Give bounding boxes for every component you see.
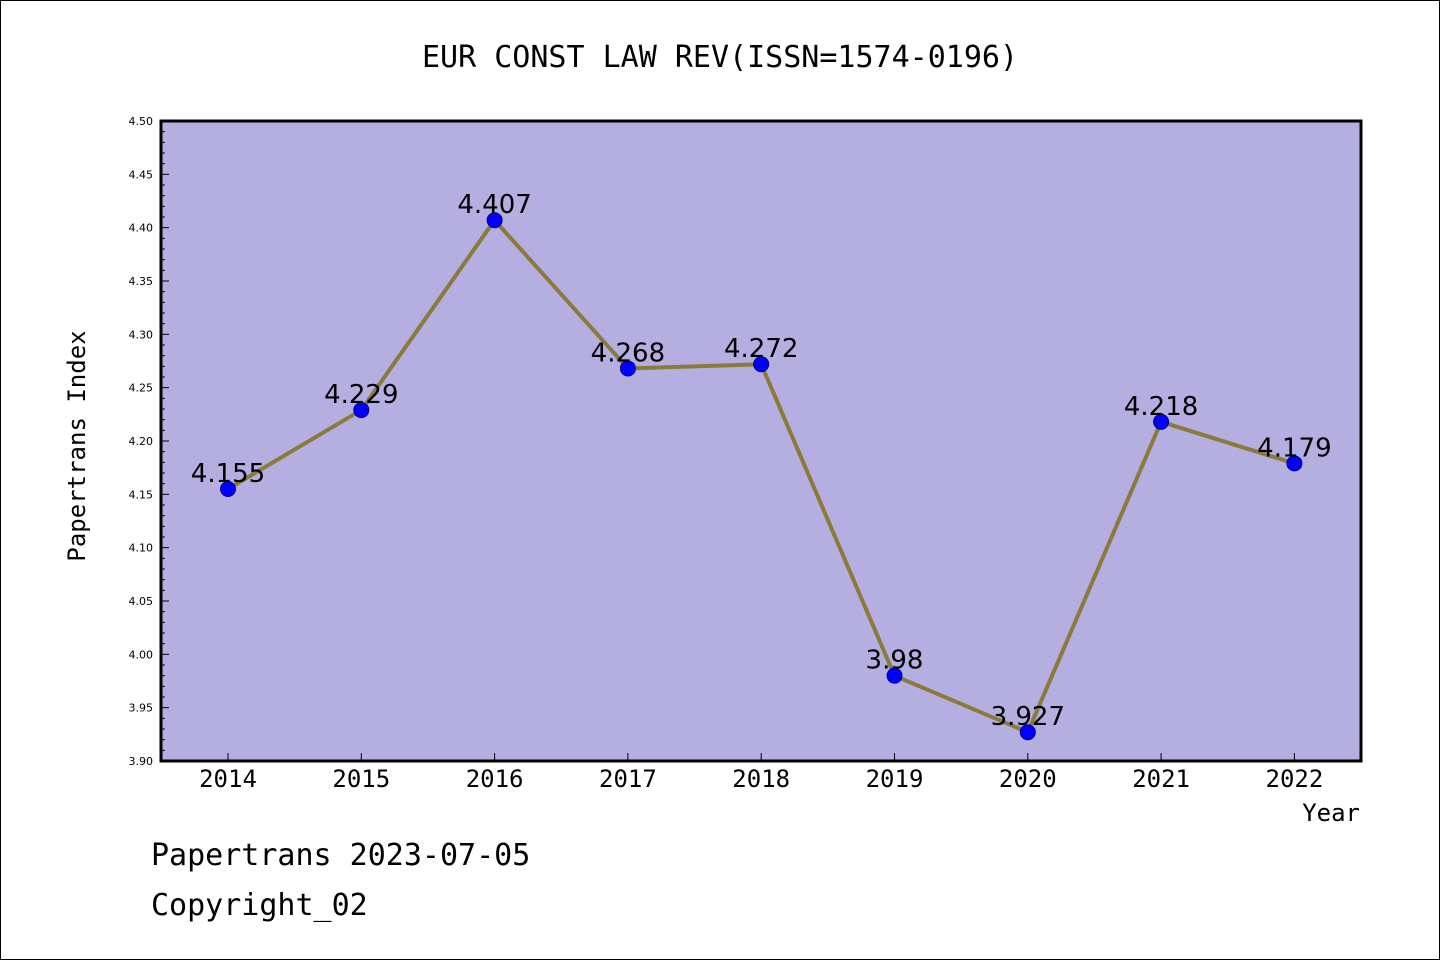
data-point: [353, 402, 370, 419]
data-label: 4.218: [1124, 392, 1198, 422]
y-axis-title: Papertrans Index: [63, 330, 91, 561]
y-tick-label: 4.20: [129, 435, 154, 448]
y-tick-label: 4.05: [129, 595, 154, 608]
data-point: [886, 667, 903, 684]
y-tick-label: 4.50: [129, 115, 154, 128]
data-point: [486, 212, 503, 229]
y-tick-label: 3.95: [129, 702, 154, 715]
data-point: [753, 356, 770, 373]
y-tick-label: 3.90: [129, 755, 154, 768]
x-axis-title: Year: [1302, 799, 1360, 827]
data-label: 4.229: [324, 380, 398, 410]
x-tick-label: 2020: [999, 765, 1057, 793]
data-point: [1153, 413, 1170, 430]
x-tick-label: 2021: [1132, 765, 1190, 793]
y-tick-label: 4.45: [129, 168, 154, 181]
data-label: 4.407: [457, 190, 531, 220]
data-point: [619, 360, 636, 377]
data-label: 4.155: [191, 459, 265, 489]
y-axis: 3.90 3.95 4.00 4.05 4.10 4.15 4.20 4.25 4.30 4.35…: [129, 115, 169, 768]
x-tick-label: 2019: [866, 765, 924, 793]
y-tick-label: 4.30: [129, 328, 154, 341]
data-label: 4.179: [1257, 433, 1331, 463]
x-tick-label: 2015: [332, 765, 390, 793]
data-point: [220, 481, 236, 497]
data-point: [1286, 455, 1303, 472]
y-tick-label: 4.35: [129, 275, 154, 288]
x-axis: 2014 2015 2016 2017 2018 2019 2020 2021 2022: [199, 753, 1323, 793]
data-label: 4.268: [591, 338, 665, 368]
y-tick-label: 4.10: [129, 542, 154, 555]
data-point: [1019, 724, 1036, 741]
footer-date: Papertrans 2023-07-05: [151, 838, 530, 873]
series-group: [220, 212, 1303, 741]
x-tick-label: 2017: [599, 765, 657, 793]
y-tick-label: 4.25: [129, 382, 154, 395]
plot-area: [159, 119, 1363, 763]
data-labels: 4.155 4.229 4.407 4.268 4.272 3.98 3.927 4.218 4…: [191, 190, 1332, 732]
data-label: 4.272: [724, 334, 798, 364]
data-label: 3.98: [866, 646, 924, 676]
y-tick-label: 4.15: [129, 488, 154, 501]
data-label: 3.927: [991, 702, 1065, 732]
x-tick-label: 2014: [199, 765, 257, 793]
footer-copyright: Copyright_02: [151, 888, 368, 923]
chart-title: EUR CONST LAW REV(ISSN=1574-0196): [422, 40, 1018, 75]
x-tick-label: 2022: [1266, 765, 1324, 793]
x-tick-label: 2016: [466, 765, 524, 793]
y-tick-label: 4.00: [129, 648, 154, 661]
x-tick-label: 2018: [732, 765, 790, 793]
y-tick-label: 4.40: [129, 222, 154, 235]
